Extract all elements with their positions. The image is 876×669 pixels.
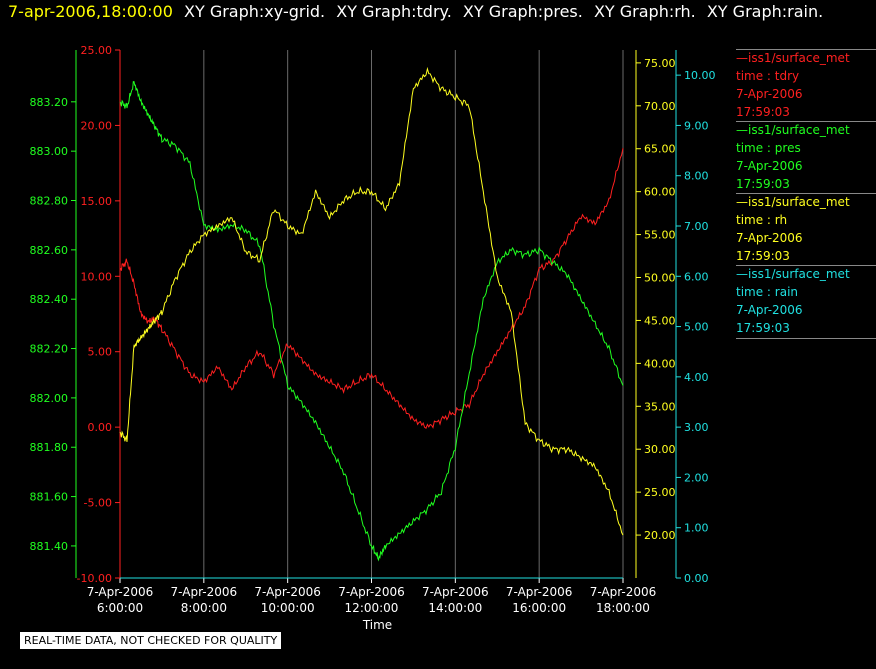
rh-tick-label: 40.00 [644,357,676,370]
pres-series-line [119,81,624,562]
x-tick-time: 14:00:00 [428,601,482,615]
rain-tick-label: 0.00 [684,572,709,585]
pres-tick-label: 881.80 [30,441,69,454]
legend-date: 7-Apr-2006 [736,303,803,317]
legend-date: 7-Apr-2006 [736,87,803,101]
pres-tick-label: 882.80 [30,195,69,208]
rain-tick-label: 4.00 [684,371,709,384]
x-tick-time: 12:00:00 [345,601,399,615]
rain-tick-label: 9.00 [684,119,709,132]
rh-tick-label: 30.00 [644,443,676,456]
legend-time: 17:59:03 [736,105,790,119]
rh-tick-label: 60.00 [644,186,676,199]
legend-variable: time : rh [736,213,788,227]
pres-tick-label: 882.00 [30,392,69,405]
legend-time: 17:59:03 [736,177,790,191]
rain-tick-label: 5.00 [684,321,709,334]
legend-time: 17:59:03 [736,249,790,263]
legend-time: 17:59:03 [736,321,790,335]
legend-date: 7-Apr-2006 [736,159,803,173]
legend-source: iss1/surface_met [748,123,850,137]
graph-name-pres: XY Graph:pres. [462,2,583,21]
rain-tick-label: 2.00 [684,471,709,484]
legend-pres: —iss1/surface_met time : pres 7-Apr-2006… [736,121,876,193]
time-stamp: 7-apr-2006,18:00:00 [8,2,173,21]
x-tick-time: 8:00:00 [181,601,227,615]
legend-source: iss1/surface_met [748,267,850,281]
rh-tick-label: 55.00 [644,229,676,242]
tdry-tick-label: 0.00 [88,421,113,434]
rh-series-line [119,66,624,536]
pres-tick-label: 883.00 [30,145,69,158]
legend-variable: time : pres [736,141,801,155]
graph-name-tdry: XY Graph:tdry. [336,2,452,21]
rh-tick-label: 65.00 [644,143,676,156]
grid-layer [203,50,624,578]
x-tick-date: 7-Apr-2006 [338,585,405,599]
chart-title-bar: 7-apr-2006,18:00:00 XY Graph:xy-grid. XY… [8,2,823,21]
graph-name-xy-grid: XY Graph:xy-grid. [184,2,326,21]
x-tick-time: 6:00:00 [97,601,143,615]
legend-source: iss1/surface_met [748,51,850,65]
labels-layer: 7-Apr-2006 6:00:00 7-Apr-2006 8:00:00 7-Apr-… [30,44,716,632]
x-tick-date: 7-Apr-2006 [590,585,657,599]
pres-tick-label: 882.60 [30,244,69,257]
tdry-tick-label: 15.00 [81,195,113,208]
legend-date: 7-Apr-2006 [736,231,803,245]
legend-tdry: —iss1/surface_met time : tdry 7-Apr-2006… [736,49,876,121]
rh-tick-label: 50.00 [644,272,676,285]
quality-warning: REAL-TIME DATA, NOT CHECKED FOR QUALITY [20,632,282,649]
x-tick-date: 7-Apr-2006 [171,585,238,599]
rh-tick-label: 70.00 [644,100,676,113]
rh-tick-label: 35.00 [644,400,676,413]
legend-rain: —iss1/surface_met time : rain 7-Apr-2006… [736,265,876,339]
pres-tick-label: 882.20 [30,343,69,356]
rh-tick-label: 75.00 [644,57,676,70]
x-tick-date: 7-Apr-2006 [254,585,321,599]
tdry-tick-label: -5.00 [84,497,112,510]
pres-tick-label: 883.20 [30,96,69,109]
rain-tick-label: 1.00 [684,522,709,535]
legend-source: iss1/surface_met [748,195,850,209]
tdry-tick-label: 20.00 [81,119,113,132]
x-tick-time: 16:00:00 [512,601,566,615]
rh-tick-label: 25.00 [644,486,676,499]
rh-tick-label: 20.00 [644,529,676,542]
tdry-tick-label: 10.00 [81,270,113,283]
rain-tick-label: 8.00 [684,170,709,183]
x-tick-time: 10:00:00 [261,601,315,615]
graph-name-rh: XY Graph:rh. [593,2,696,21]
rh-tick-label: 45.00 [644,314,676,327]
pres-tick-label: 882.40 [30,293,69,306]
tdry-series-line [119,148,624,429]
pres-tick-label: 881.40 [30,540,69,553]
tdry-tick-label: -10.00 [77,572,112,585]
x-tick-date: 7-Apr-2006 [87,585,154,599]
legend-rh: —iss1/surface_met time : rh 7-Apr-2006 1… [736,193,876,265]
rain-tick-label: 6.00 [684,270,709,283]
graph-name-rain: XY Graph:rain. [706,2,824,21]
tdry-tick-label: 5.00 [88,346,113,359]
rain-tick-label: 7.00 [684,220,709,233]
rain-tick-label: 3.00 [684,421,709,434]
legend-variable: time : tdry [736,69,800,83]
rain-tick-label: 10.00 [684,69,716,82]
x-axis-label: Time [362,618,392,632]
pres-tick-label: 881.60 [30,491,69,504]
x-tick-date: 7-Apr-2006 [422,585,489,599]
x-tick-time: 18:00:00 [596,601,650,615]
series-layer [119,66,624,579]
legend-variable: time : rain [736,285,799,299]
tdry-tick-label: 25.00 [81,44,113,57]
x-tick-date: 7-Apr-2006 [506,585,573,599]
